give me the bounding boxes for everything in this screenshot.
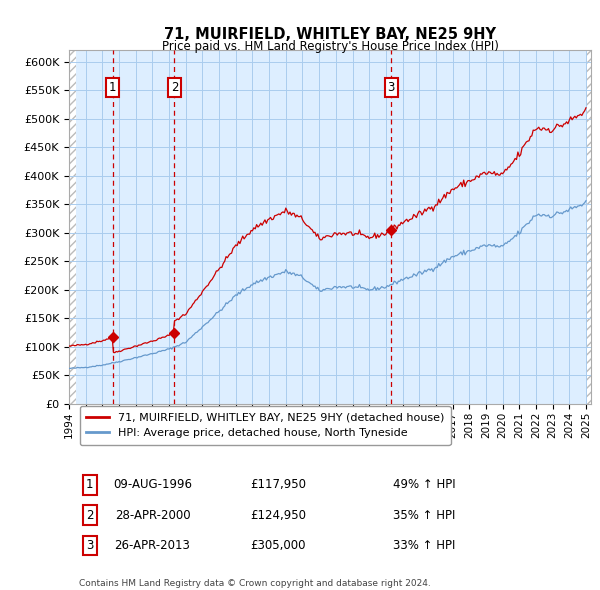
Text: 2: 2 xyxy=(86,509,94,522)
Text: 3: 3 xyxy=(388,81,395,94)
Bar xyxy=(586,50,595,404)
Text: 1: 1 xyxy=(109,81,116,94)
Text: 33% ↑ HPI: 33% ↑ HPI xyxy=(392,539,455,552)
Text: £124,950: £124,950 xyxy=(250,509,306,522)
Text: 1: 1 xyxy=(86,478,94,491)
Text: £117,950: £117,950 xyxy=(250,478,306,491)
Text: 26-APR-2013: 26-APR-2013 xyxy=(115,539,190,552)
Text: Contains HM Land Registry data © Crown copyright and database right 2024.: Contains HM Land Registry data © Crown c… xyxy=(79,579,431,588)
Text: 2: 2 xyxy=(170,81,178,94)
Text: 71, MUIRFIELD, WHITLEY BAY, NE25 9HY: 71, MUIRFIELD, WHITLEY BAY, NE25 9HY xyxy=(164,27,496,41)
Text: Price paid vs. HM Land Registry's House Price Index (HPI): Price paid vs. HM Land Registry's House … xyxy=(161,40,499,53)
Text: £305,000: £305,000 xyxy=(250,539,305,552)
Text: 3: 3 xyxy=(86,539,94,552)
Bar xyxy=(69,50,76,404)
Legend: 71, MUIRFIELD, WHITLEY BAY, NE25 9HY (detached house), HPI: Average price, detac: 71, MUIRFIELD, WHITLEY BAY, NE25 9HY (de… xyxy=(80,406,451,445)
Text: 49% ↑ HPI: 49% ↑ HPI xyxy=(392,478,455,491)
Text: 28-APR-2000: 28-APR-2000 xyxy=(115,509,190,522)
Text: 09-AUG-1996: 09-AUG-1996 xyxy=(113,478,192,491)
Text: 35% ↑ HPI: 35% ↑ HPI xyxy=(392,509,455,522)
